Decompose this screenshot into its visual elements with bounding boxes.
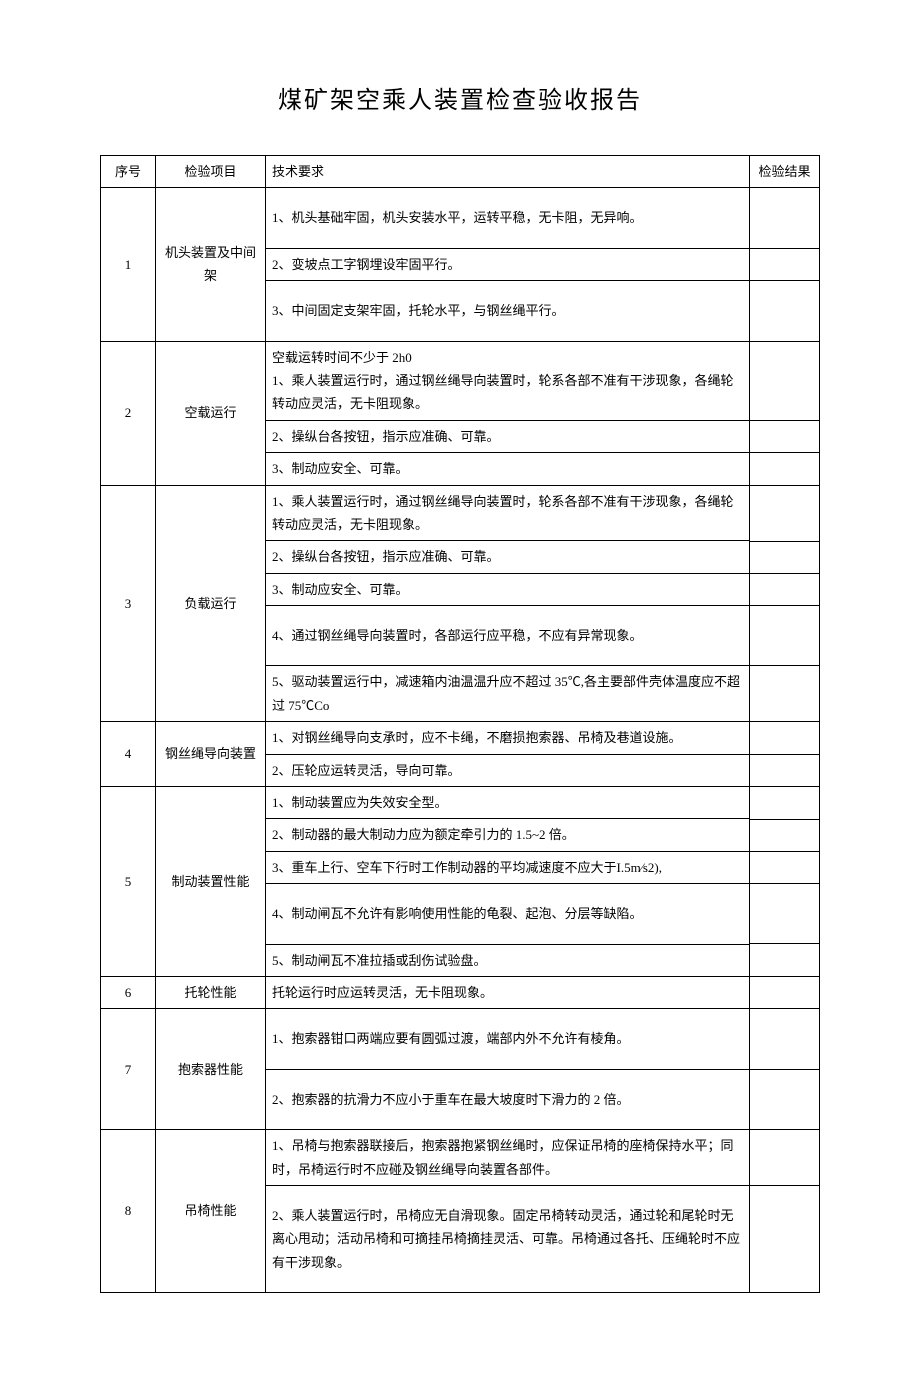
table-row: 5制动装置性能1、制动装置应为失效安全型。2、制动器的最大制动力应为额定牵引力的… bbox=[101, 787, 820, 977]
result-cell bbox=[750, 486, 819, 542]
requirement-text: 4、通过钢丝绳导向装置时，各部运行应平稳，不应有异常现象。 bbox=[266, 606, 749, 666]
table-row: 7抱索器性能1、抱索器钳口两端应要有圆弧过渡，端部内外不允许有棱角。2、抱索器的… bbox=[101, 1009, 820, 1130]
row-requirements: 托轮运行时应运转灵活，无卡阻现象。 bbox=[266, 976, 750, 1008]
result-cell bbox=[750, 453, 819, 484]
result-cell bbox=[750, 852, 819, 884]
requirement-text: 5、驱动装置运行中，减速箱内油温温升应不超过 35℃,各主要部件壳体温度应不超过… bbox=[266, 666, 749, 721]
row-item: 抱索器性能 bbox=[156, 1009, 266, 1130]
requirement-text: 1、乘人装置运行时，通过钢丝绳导向装置时，轮系各部不准有干涉现象，各绳轮转动应灵… bbox=[266, 486, 749, 542]
requirement-text: 托轮运行时应运转灵活，无卡阻现象。 bbox=[266, 977, 749, 1008]
result-cell bbox=[750, 666, 819, 721]
requirement-text: 1、制动装置应为失效安全型。 bbox=[266, 787, 749, 819]
requirement-text: 1、抱索器钳口两端应要有圆弧过渡，端部内外不允许有棱角。 bbox=[266, 1009, 749, 1069]
header-result: 检验结果 bbox=[750, 156, 820, 188]
row-seq: 6 bbox=[101, 976, 156, 1008]
table-row: 4钢丝绳导向装置1、对钢丝绳导向支承时，应不卡绳，不磨损抱索器、吊椅及巷道设施。… bbox=[101, 722, 820, 787]
row-result bbox=[750, 485, 820, 722]
table-row: 6托轮性能托轮运行时应运转灵活，无卡阻现象。 bbox=[101, 976, 820, 1008]
table-header-row: 序号 检验项目 技术要求 检验结果 bbox=[101, 156, 820, 188]
row-item: 机头装置及中间架 bbox=[156, 188, 266, 341]
header-item: 检验项目 bbox=[156, 156, 266, 188]
row-item: 制动装置性能 bbox=[156, 787, 266, 977]
result-cell bbox=[750, 977, 819, 1008]
result-cell bbox=[750, 189, 819, 249]
result-cell bbox=[750, 1186, 819, 1292]
requirement-text: 2、乘人装置运行时，吊椅应无自滑现象。固定吊椅转动灵活，通过轮和尾轮时无离心甩动… bbox=[266, 1186, 749, 1292]
result-cell bbox=[750, 1130, 819, 1186]
row-seq: 1 bbox=[101, 188, 156, 341]
table-row: 8吊椅性能1、吊椅与抱索器联接后，抱索器抱紧钢丝绳时，应保证吊椅的座椅保持水平；… bbox=[101, 1130, 820, 1293]
row-requirements: 1、乘人装置运行时，通过钢丝绳导向装置时，轮系各部不准有干涉现象，各绳轮转动应灵… bbox=[266, 485, 750, 722]
row-requirements: 1、制动装置应为失效安全型。2、制动器的最大制动力应为额定牵引力的 1.5~2 … bbox=[266, 787, 750, 977]
table-row: 3负载运行1、乘人装置运行时，通过钢丝绳导向装置时，轮系各部不准有干涉现象，各绳… bbox=[101, 485, 820, 722]
row-seq: 7 bbox=[101, 1009, 156, 1130]
table-row: 1机头装置及中间架1、机头基础牢固，机头安装水平，运转平稳，无卡阻，无异响。2、… bbox=[101, 188, 820, 341]
header-req: 技术要求 bbox=[266, 156, 750, 188]
result-cell bbox=[750, 574, 819, 606]
row-item: 吊椅性能 bbox=[156, 1130, 266, 1293]
header-seq: 序号 bbox=[101, 156, 156, 188]
requirement-text: 2、抱索器的抗滑力不应小于重车在最大坡度时下滑力的 2 倍。 bbox=[266, 1070, 749, 1129]
row-requirements: 1、机头基础牢固，机头安装水平，运转平稳，无卡阻，无异响。2、变坡点工字钢埋设牢… bbox=[266, 188, 750, 341]
result-cell bbox=[750, 249, 819, 281]
row-seq: 4 bbox=[101, 722, 156, 787]
result-cell bbox=[750, 755, 819, 786]
row-seq: 8 bbox=[101, 1130, 156, 1293]
row-result bbox=[750, 188, 820, 341]
requirement-text: 4、制动闸瓦不允许有影响使用性能的龟裂、起泡、分层等缺陷。 bbox=[266, 884, 749, 944]
requirement-text: 5、制动闸瓦不准拉插或刮伤试验盘。 bbox=[266, 945, 749, 976]
row-seq: 5 bbox=[101, 787, 156, 977]
result-cell bbox=[750, 788, 819, 820]
requirement-text: 2、变坡点工字钢埋设牢固平行。 bbox=[266, 249, 749, 281]
row-requirements: 空载运转时间不少于 2h0 1、乘人装置运行时，通过钢丝绳导向装置时，轮系各部不… bbox=[266, 341, 750, 485]
result-cell bbox=[750, 281, 819, 340]
requirement-text: 2、操纵台各按钮，指示应准确、可靠。 bbox=[266, 541, 749, 573]
requirement-text: 2、压轮应运转灵活，导向可靠。 bbox=[266, 755, 749, 786]
result-cell bbox=[750, 542, 819, 574]
result-cell bbox=[750, 884, 819, 944]
row-item: 负载运行 bbox=[156, 485, 266, 722]
requirement-text: 3、重车上行、空车下行时工作制动器的平均减速度不应大于I.5m⁄s2), bbox=[266, 852, 749, 884]
row-requirements: 1、抱索器钳口两端应要有圆弧过渡，端部内外不允许有棱角。2、抱索器的抗滑力不应小… bbox=[266, 1009, 750, 1130]
result-cell bbox=[750, 1070, 819, 1129]
result-cell bbox=[750, 1010, 819, 1070]
row-requirements: 1、吊椅与抱索器联接后，抱索器抱紧钢丝绳时，应保证吊椅的座椅保持水平；同时，吊椅… bbox=[266, 1130, 750, 1293]
row-item: 钢丝绳导向装置 bbox=[156, 722, 266, 787]
row-item: 空载运行 bbox=[156, 341, 266, 485]
requirement-text: 1、机头基础牢固，机头安装水平，运转平稳，无卡阻，无异响。 bbox=[266, 188, 749, 248]
row-result bbox=[750, 1130, 820, 1293]
table-row: 2空载运行空载运转时间不少于 2h0 1、乘人装置运行时，通过钢丝绳导向装置时，… bbox=[101, 341, 820, 485]
requirement-text: 1、对钢丝绳导向支承时，应不卡绳，不磨损抱索器、吊椅及巷道设施。 bbox=[266, 722, 749, 754]
result-cell bbox=[750, 820, 819, 852]
row-result bbox=[750, 341, 820, 485]
row-result bbox=[750, 1009, 820, 1130]
result-cell bbox=[750, 342, 819, 421]
row-result bbox=[750, 787, 820, 977]
requirement-text: 3、制动应安全、可靠。 bbox=[266, 574, 749, 606]
row-seq: 3 bbox=[101, 485, 156, 722]
row-result bbox=[750, 722, 820, 787]
page-title: 煤矿架空乘人装置检查验收报告 bbox=[100, 80, 820, 115]
requirement-text: 2、操纵台各按钮，指示应准确、可靠。 bbox=[266, 421, 749, 453]
requirement-text: 1、吊椅与抱索器联接后，抱索器抱紧钢丝绳时，应保证吊椅的座椅保持水平；同时，吊椅… bbox=[266, 1130, 749, 1186]
row-result bbox=[750, 976, 820, 1008]
requirement-text: 3、中间固定支架牢固，托轮水平，与钢丝绳平行。 bbox=[266, 281, 749, 340]
requirement-text: 3、制动应安全、可靠。 bbox=[266, 453, 749, 484]
row-seq: 2 bbox=[101, 341, 156, 485]
row-item: 托轮性能 bbox=[156, 976, 266, 1008]
requirement-text: 空载运转时间不少于 2h0 1、乘人装置运行时，通过钢丝绳导向装置时，轮系各部不… bbox=[266, 342, 749, 421]
inspection-table: 序号 检验项目 技术要求 检验结果 1机头装置及中间架1、机头基础牢固，机头安装… bbox=[100, 155, 820, 1293]
result-cell bbox=[750, 606, 819, 666]
result-cell bbox=[750, 944, 819, 975]
requirement-text: 2、制动器的最大制动力应为额定牵引力的 1.5~2 倍。 bbox=[266, 819, 749, 851]
result-cell bbox=[750, 723, 819, 755]
row-requirements: 1、对钢丝绳导向支承时，应不卡绳，不磨损抱索器、吊椅及巷道设施。2、压轮应运转灵… bbox=[266, 722, 750, 787]
result-cell bbox=[750, 421, 819, 453]
